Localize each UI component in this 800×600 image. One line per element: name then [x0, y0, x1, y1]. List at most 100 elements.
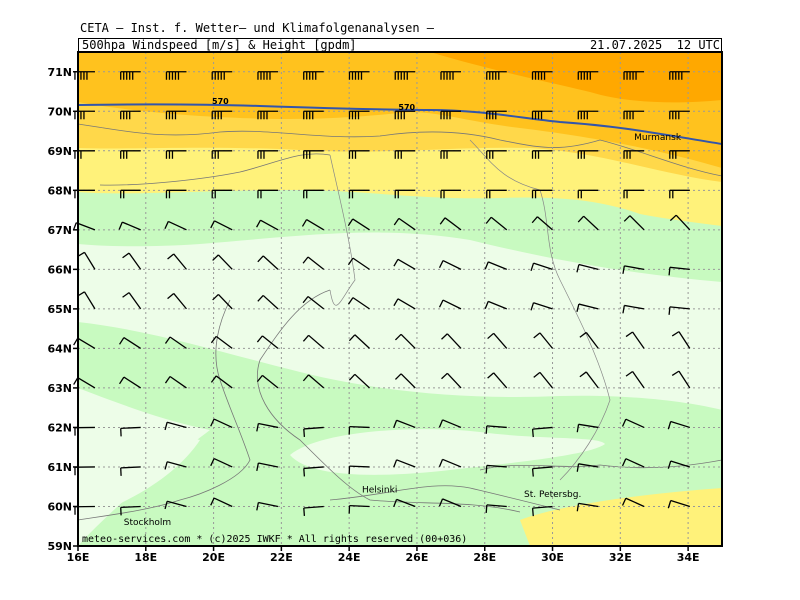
longitude-label: 28E — [473, 551, 496, 564]
barb-staff — [675, 214, 691, 231]
wind-barb — [576, 502, 599, 512]
barb-staff — [632, 371, 645, 389]
barb-flag — [212, 293, 219, 301]
wind-barb — [120, 150, 141, 159]
barb-staff — [166, 500, 187, 508]
barb-flag — [576, 264, 580, 273]
wind-barb — [440, 110, 462, 120]
latitude-label: 61N — [47, 461, 72, 474]
barb-staff — [446, 372, 462, 389]
barb-flag — [210, 375, 217, 383]
barb-staff — [490, 216, 508, 231]
barb-staff — [215, 375, 233, 389]
barb-flag — [533, 371, 541, 378]
barb-flag — [210, 458, 215, 467]
wind-barb — [256, 374, 279, 389]
barb-flag — [485, 465, 488, 474]
barb-flag — [393, 499, 398, 508]
wind-barb — [394, 333, 416, 349]
wind-barb — [256, 462, 279, 471]
barb-staff — [400, 333, 416, 349]
wind-zone-5-10-north — [78, 188, 722, 282]
barb-staff — [625, 458, 645, 468]
barb-staff — [487, 261, 508, 270]
wind-barb — [210, 497, 233, 508]
barb-flag — [438, 299, 444, 308]
barb-flag — [621, 458, 627, 467]
wind-barb — [256, 335, 279, 349]
country-borders — [329, 139, 611, 481]
barb-flag — [485, 425, 488, 434]
barb-flag — [576, 424, 580, 433]
wind-barb — [393, 419, 416, 429]
wind-barb — [119, 376, 142, 389]
wind-barb — [393, 298, 416, 310]
wind-barb — [623, 215, 645, 231]
wind-barb — [667, 499, 690, 509]
height-contour-570 — [77, 103, 723, 145]
wind-barb — [531, 426, 553, 438]
barb-staff — [308, 374, 325, 389]
barb-staff — [261, 374, 279, 389]
barb-flag — [667, 460, 672, 469]
parameter-label: 500hpa_Windspeed_[m/s]_&_Height_[gpdm] — [82, 38, 357, 52]
barb-flag — [579, 331, 587, 338]
wind-barb — [485, 504, 507, 513]
barb-staff — [123, 376, 142, 389]
wind-barb — [302, 256, 325, 270]
wind-barb — [576, 463, 599, 472]
wind-barb — [120, 110, 141, 120]
barb-staff — [578, 303, 599, 310]
wind-barb — [579, 371, 599, 389]
wind-barb — [531, 110, 553, 120]
wind-barbs — [72, 71, 691, 517]
barb-staff — [128, 252, 142, 270]
longitude-label: 26E — [406, 551, 429, 564]
barb-staff — [396, 419, 416, 429]
barb-staff — [398, 217, 416, 231]
barb-staff — [352, 257, 370, 270]
wind-barb — [671, 331, 691, 349]
barb-staff — [77, 337, 96, 349]
barb-flag — [621, 418, 627, 427]
wind-barb — [212, 254, 233, 270]
wind-barb — [579, 331, 599, 349]
wind-barb — [210, 335, 233, 349]
barb-flag — [348, 334, 356, 342]
barb-flag — [256, 374, 263, 383]
barb-flag — [487, 332, 495, 340]
latitude-label: 59N — [47, 540, 72, 553]
latitude-label: 67N — [47, 224, 72, 237]
wind-barb — [393, 498, 416, 508]
wind-barb — [531, 150, 553, 159]
barb-staff — [258, 422, 279, 429]
latitude-label: 66N — [47, 263, 72, 276]
longitude-label: 20E — [202, 551, 225, 564]
wind-barb — [120, 505, 141, 516]
barb-flag — [122, 292, 130, 298]
wind-barb — [212, 293, 233, 310]
barb-flag — [303, 468, 306, 477]
barb-staff — [307, 295, 325, 310]
barb-flag — [256, 462, 260, 471]
barb-staff — [533, 262, 553, 270]
wind-barb — [530, 262, 553, 271]
barb-staff — [120, 466, 141, 469]
wind-barb — [348, 465, 370, 475]
longitude-labels: 16E 18E 20E 22E 24E 26E 28E 30E 32E 34E — [67, 551, 700, 564]
barb-staff — [308, 334, 325, 349]
barb-flag — [257, 294, 264, 302]
wind-barb — [302, 374, 325, 389]
wind-barb — [348, 150, 370, 159]
wind-barb — [621, 497, 645, 508]
barb-staff — [442, 458, 462, 468]
barb-staff — [213, 497, 233, 508]
barb-flag — [302, 334, 310, 342]
wind-barb — [347, 257, 370, 270]
barb-flag — [210, 418, 215, 427]
barb-flag — [118, 221, 123, 230]
barb-flag — [393, 298, 399, 307]
barb-staff — [670, 460, 690, 468]
barb-staff — [578, 463, 599, 468]
wind-barb — [669, 71, 690, 80]
